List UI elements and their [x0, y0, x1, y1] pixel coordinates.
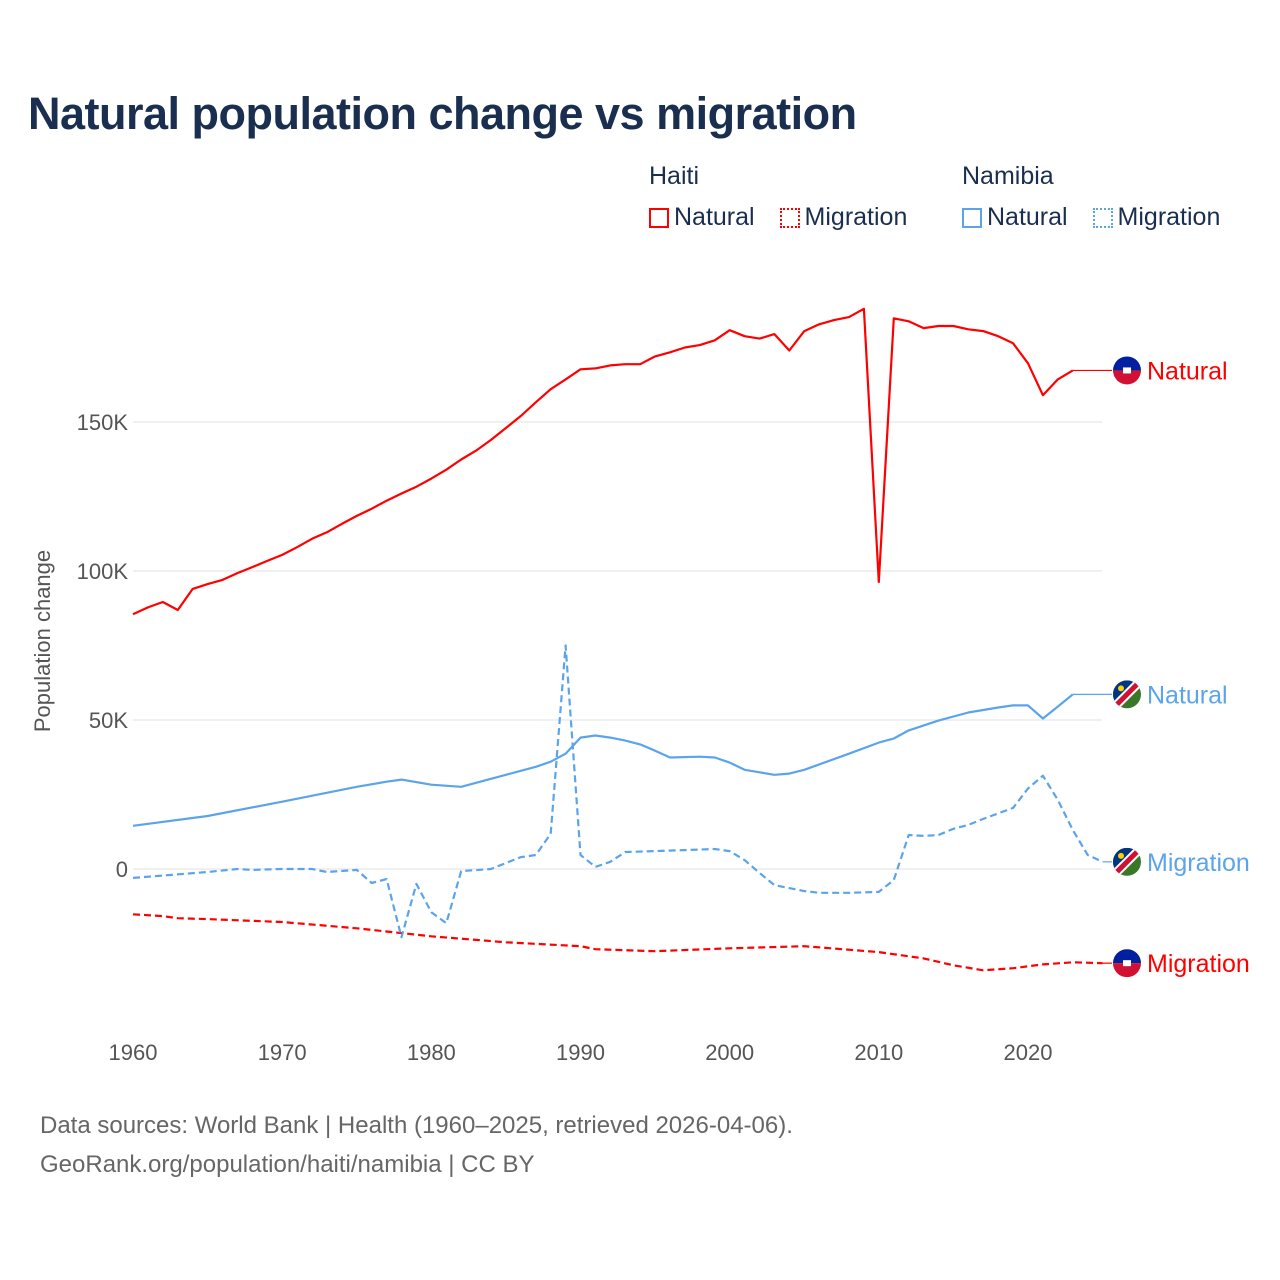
footer: Data sources: World Bank | Health (1960–…: [40, 1106, 793, 1184]
series-end-label: Migration: [1147, 849, 1250, 877]
legend-swatch: [1092, 207, 1113, 228]
series-line-namibia-migration: [132, 644, 1104, 939]
x-tick-label: 1980: [407, 1040, 456, 1065]
legend-group-namibia: Namibia Natural Migration: [962, 162, 1220, 235]
x-tick-label: 2010: [854, 1040, 903, 1065]
x-tick-label: 2020: [1004, 1040, 1053, 1065]
data-source-note: Data sources: World Bank | Health (1960–…: [40, 1112, 793, 1139]
legend-item-namibia-migration[interactable]: Migration: [1092, 203, 1221, 232]
series-end-label: Natural: [1147, 357, 1228, 385]
legend-label: Migration: [1117, 203, 1221, 231]
series-end-label: Migration: [1147, 950, 1250, 978]
y-tick-label: 100K: [77, 559, 129, 584]
series-line-haiti-migration: [132, 913, 1103, 972]
namibia-flag-icon: [1113, 680, 1141, 709]
legend-label: Migration: [804, 203, 908, 231]
source-link[interactable]: GeoRank.org/population/haiti/namibia | C…: [40, 1151, 535, 1178]
haiti-flag-icon: [1113, 949, 1141, 978]
legend-label: Natural: [674, 203, 755, 231]
y-axis-label: Population change: [30, 550, 55, 732]
legend-label: Natural: [987, 203, 1068, 231]
y-tick-label: 150K: [77, 410, 129, 435]
legend-swatch: [962, 207, 982, 228]
namibia-flag-icon: [1113, 847, 1141, 876]
series-line-namibia-natural: [132, 693, 1074, 827]
chart-title: Natural population change vs migration: [28, 88, 857, 139]
legend-swatch: [779, 207, 800, 228]
legend-item-haiti-migration[interactable]: Migration: [779, 203, 908, 232]
x-tick-label: 1960: [109, 1040, 158, 1065]
legend-group-title: Namibia: [962, 162, 1054, 190]
haiti-flag-icon: [1113, 356, 1141, 385]
x-tick-label: 2000: [705, 1040, 754, 1065]
legend-item-haiti-natural[interactable]: Natural: [649, 203, 755, 232]
legend-item-namibia-natural[interactable]: Natural: [962, 203, 1068, 232]
legend-group-haiti: Haiti Natural Migration: [649, 162, 925, 235]
series-end-label: Natural: [1147, 681, 1228, 709]
series-line-haiti-natural: [132, 307, 1074, 616]
legend-group-title: Haiti: [649, 162, 700, 190]
x-tick-label: 1990: [556, 1040, 605, 1065]
y-tick-label: 50K: [89, 708, 128, 733]
legend-swatch: [649, 207, 669, 228]
x-tick-label: 1970: [258, 1040, 307, 1065]
y-tick-label: 0: [116, 857, 128, 882]
